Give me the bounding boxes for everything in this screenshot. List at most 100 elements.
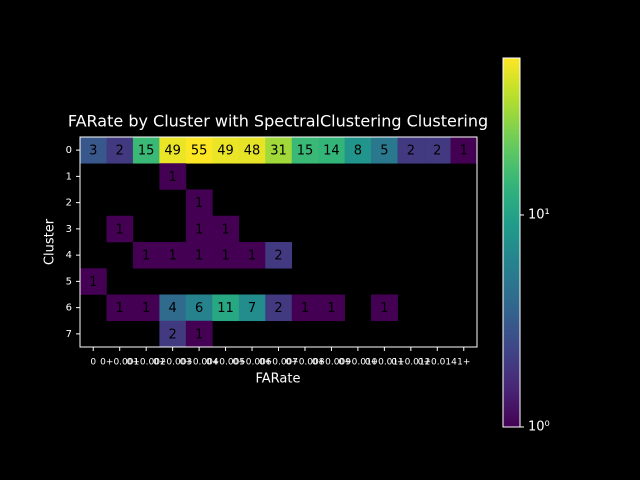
x-tick-label: 0+0.002 — [127, 358, 166, 368]
cell-label: 55 — [191, 144, 208, 159]
y-tick-label: 3 — [66, 224, 72, 235]
heat-cell — [159, 320, 187, 348]
heat-cell — [318, 137, 345, 164]
cell-label: 15 — [297, 144, 314, 159]
cell-label: 1 — [116, 222, 124, 237]
cell-label: 14 — [323, 144, 340, 159]
cell-label: 1 — [380, 301, 388, 316]
heat-cell — [132, 294, 160, 322]
heat-cell — [265, 242, 293, 269]
cell-label: 49 — [164, 144, 181, 159]
heat-cell — [106, 137, 134, 164]
cell-label: 1 — [195, 249, 203, 264]
cell-label: 1 — [116, 301, 124, 316]
heat-cell — [185, 242, 213, 269]
y-tick-label: 0 — [66, 145, 72, 156]
y-tick-label: 4 — [66, 250, 72, 261]
cell-label: 1 — [221, 222, 229, 237]
cell-label: 1 — [168, 249, 176, 264]
heat-cell — [185, 137, 213, 164]
x-tick-label: 0+0.004 — [180, 358, 219, 368]
heat-cell — [238, 242, 266, 269]
cell-label: 2 — [274, 249, 282, 264]
cell-label: 2 — [116, 144, 124, 159]
cell-label: 1 — [195, 222, 203, 237]
cell-label: 4 — [168, 301, 176, 316]
cell-label: 1 — [195, 196, 203, 211]
heat-cell — [185, 320, 213, 348]
heat-cell — [212, 215, 240, 243]
cell-label: 6 — [195, 301, 203, 316]
x-tick-label: 0+0.005 — [206, 358, 245, 368]
heat-cell — [80, 137, 107, 164]
cell-label: 1 — [142, 301, 150, 316]
heat-cell — [159, 294, 187, 322]
cell-label: 49 — [217, 144, 234, 159]
heat-cell — [185, 189, 213, 217]
heat-cell — [106, 215, 134, 243]
heat-cell — [318, 294, 345, 322]
heat-cell — [291, 294, 319, 322]
heat-cell — [212, 137, 240, 164]
x-tick-label: 0+0.006 — [233, 358, 272, 368]
cell-label: 1 — [301, 301, 309, 316]
cell-label: 2 — [407, 144, 415, 159]
cell-label: 1 — [195, 327, 203, 342]
cell-label: 2 — [168, 327, 176, 342]
x-axis-label: FARate — [256, 372, 301, 387]
cell-label: 1 — [89, 275, 97, 290]
heat-cell — [371, 294, 398, 322]
y-tick-label: 1 — [66, 171, 72, 182]
heat-cell — [397, 137, 425, 164]
x-tick-label: 1+ — [457, 358, 470, 368]
cell-label: 1 — [142, 249, 150, 264]
heat-cell — [265, 137, 293, 164]
heat-cell — [371, 137, 398, 164]
y-tick-label: 6 — [66, 303, 72, 314]
x-tick-label: 0+0.001 — [100, 358, 139, 368]
heat-cell — [238, 137, 266, 164]
heat-cell — [185, 294, 213, 322]
x-tick-label: 0+0.010 — [338, 358, 377, 368]
cell-label: 3 — [89, 144, 97, 159]
cell-label: 5 — [380, 144, 388, 159]
colorbar-tick-label: 10¹ — [528, 207, 550, 222]
cell-label: 1 — [168, 170, 176, 185]
heat-cell — [212, 294, 240, 322]
heat-cell — [132, 242, 160, 269]
cell-label: 11 — [217, 301, 234, 316]
colorbar-tick-label: 10⁰ — [528, 420, 550, 435]
cell-label: 48 — [244, 144, 261, 159]
cell-label: 1 — [327, 301, 335, 316]
cell-label: 15 — [138, 144, 155, 159]
heat-cell — [291, 137, 319, 164]
cell-label: 2 — [433, 144, 441, 159]
heat-cell — [159, 163, 187, 190]
heat-cell — [212, 242, 240, 269]
chart-title: FARate by Cluster with SpectralClusterin… — [68, 112, 488, 131]
y-axis-label: Cluster — [43, 218, 58, 265]
cell-label: 31 — [270, 144, 287, 159]
heat-cell — [344, 137, 372, 164]
heat-cell — [450, 137, 478, 164]
cell-label: 1 — [248, 249, 256, 264]
y-tick-label: 2 — [66, 198, 72, 209]
heat-cell — [132, 137, 160, 164]
cell-label: 2 — [274, 301, 282, 316]
colorbar — [502, 57, 521, 428]
heat-cell — [265, 294, 293, 322]
x-tick-label: 0+0.009 — [312, 358, 351, 368]
heat-cell — [159, 137, 187, 164]
heat-cell — [185, 215, 213, 243]
heat-cell — [80, 268, 107, 295]
cell-label: 7 — [248, 301, 256, 316]
x-tick-label: 0+0.008 — [285, 358, 324, 368]
cell-label: 8 — [354, 144, 362, 159]
heat-cell — [106, 294, 134, 322]
cell-label: 1 — [221, 249, 229, 264]
cell-label: 1 — [460, 144, 468, 159]
y-tick-label: 5 — [66, 276, 72, 287]
x-tick-label: 0+0.007 — [259, 358, 298, 368]
heat-cell — [159, 242, 187, 269]
